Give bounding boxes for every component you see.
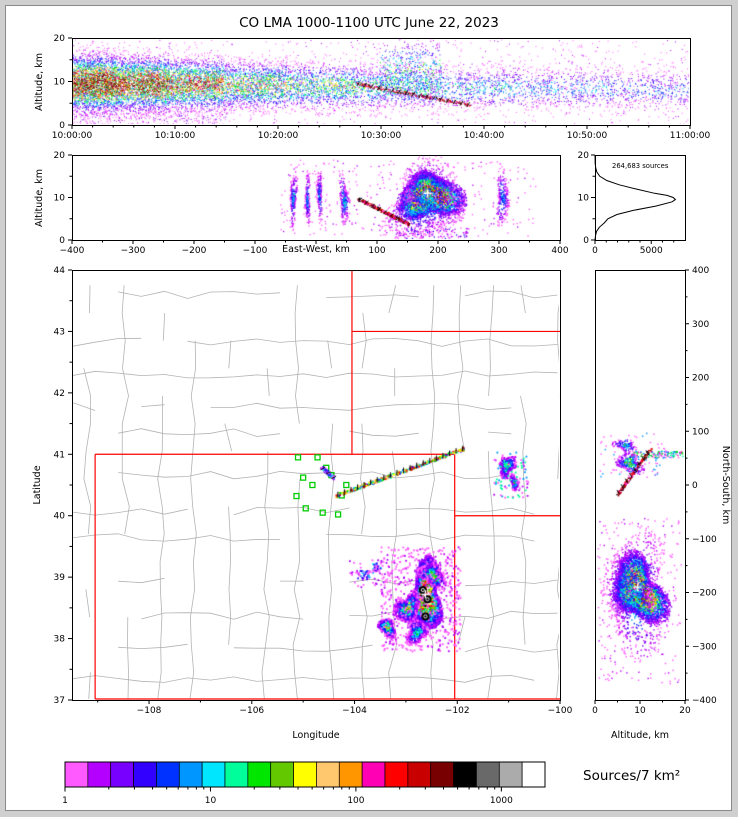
- lightning-points-layer: [0, 0, 738, 817]
- window-frame: CO LMA 1000-1100 UTC June 22, 2023 Altit…: [0, 0, 738, 817]
